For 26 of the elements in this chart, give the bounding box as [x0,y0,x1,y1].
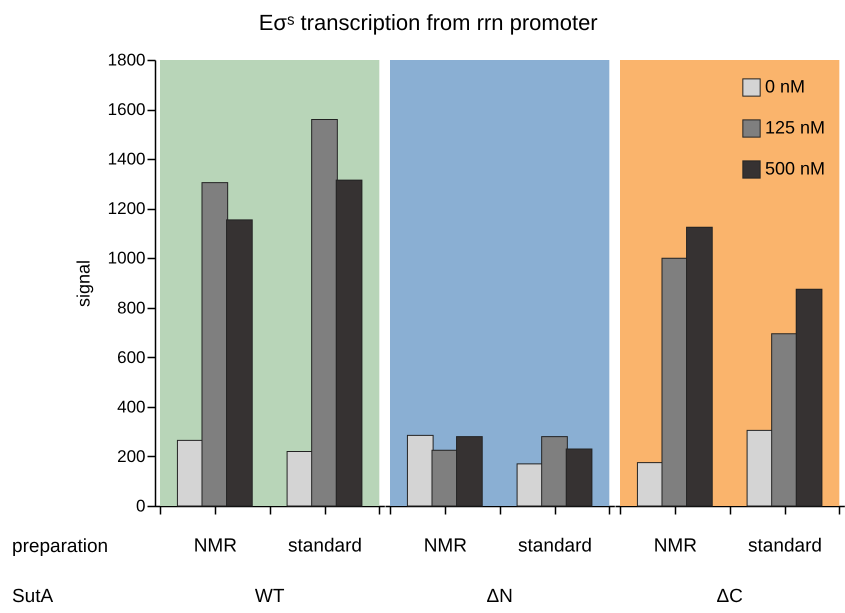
y-tick-label: 800 [117,298,146,318]
y-tick-label: 1600 [108,100,146,120]
text: WT [254,586,285,607]
y-tick-label: 600 [117,348,146,367]
y-axis-title: signal [74,260,94,308]
legend-label: 500 nM [765,158,826,178]
legend-label: 0 nM [765,76,806,96]
y-tick-label: 400 [117,397,146,416]
y-tick-label: 200 [117,446,146,466]
text: Eσˢ transcription from rrn promoter [258,10,598,35]
y-tick-label: 0 [136,496,146,516]
text: preparation [12,536,108,557]
text: SutA [12,586,54,607]
legend-label: 125 nM [765,118,826,138]
x-tick-label: standard [518,536,592,556]
text: ΔC [716,586,743,607]
x-tick-label: NMR [654,536,697,556]
x-tick-label: standard [748,536,822,556]
x-tick-label: NMR [194,536,237,556]
x-tick-label: standard [288,536,362,556]
y-tick-label: 1200 [108,199,146,218]
x-tick-label: NMR [424,536,467,556]
text: ΔN [486,586,513,607]
y-tick-label: 1800 [108,50,146,70]
y-tick-label: 1000 [108,248,146,268]
y-tick-label: 1400 [108,150,146,169]
